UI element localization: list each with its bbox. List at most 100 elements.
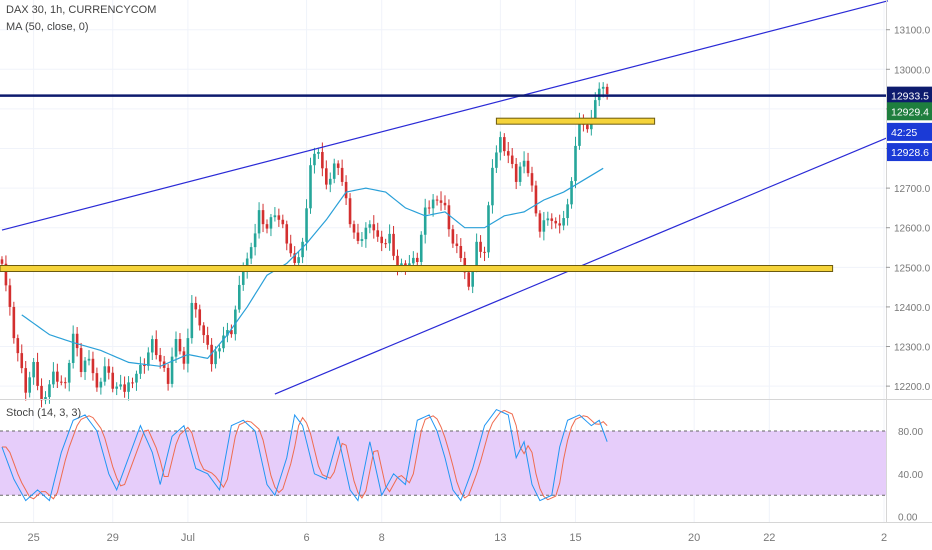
candle-body — [182, 351, 186, 364]
candle-body — [364, 227, 368, 240]
candle-body — [127, 382, 130, 392]
time-tick-label: 13 — [494, 532, 506, 544]
candle-body — [8, 285, 12, 307]
candle-body — [348, 198, 352, 225]
candle-body — [4, 263, 8, 286]
candle-body — [234, 309, 237, 335]
time-tick-label: 20 — [688, 532, 700, 544]
candle-body — [273, 215, 277, 218]
candle-body — [253, 233, 257, 248]
candle-body — [554, 220, 558, 224]
candle-body — [499, 137, 502, 153]
price-badge — [887, 86, 932, 105]
candle-body — [574, 145, 577, 182]
candle-body — [245, 258, 249, 270]
candle-body — [455, 243, 459, 247]
candle-body — [419, 234, 423, 263]
candle-body — [226, 330, 229, 336]
candle-body — [344, 181, 348, 199]
candle-body — [174, 338, 178, 357]
price-badge — [887, 143, 932, 162]
channel-upper-line — [1, 0, 889, 231]
candle-body — [601, 86, 605, 89]
candle-body — [459, 246, 463, 259]
time-tick-label: 6 — [303, 532, 309, 544]
candle-body — [150, 339, 154, 353]
candle-body — [107, 366, 111, 373]
candle-body — [431, 199, 435, 209]
stoch-k-line — [1, 408, 608, 502]
candle-body — [119, 384, 122, 387]
candle-body — [336, 163, 340, 168]
candle-body — [135, 373, 138, 383]
candle-body — [170, 356, 174, 384]
candle-body — [384, 243, 387, 245]
candle-body — [285, 224, 289, 244]
candle-body — [277, 215, 281, 220]
candle-body — [281, 219, 285, 225]
candle-body — [321, 151, 324, 169]
time-tick-label: 29 — [107, 532, 119, 544]
candle-body — [372, 224, 376, 231]
candle-body — [143, 365, 146, 367]
candle-body — [131, 382, 134, 384]
candle-body — [570, 181, 573, 205]
candle-body — [24, 368, 28, 393]
candle-body — [222, 335, 225, 349]
candle-body — [16, 338, 20, 354]
candle-body — [56, 371, 59, 382]
candle-body — [261, 210, 265, 225]
candle-body — [123, 384, 126, 392]
candle-body — [103, 366, 107, 382]
price-tick-label: 13100.0 — [894, 26, 931, 37]
candle-body — [305, 208, 308, 242]
candle-body — [352, 224, 356, 233]
price-badge-label: 42:25 — [891, 127, 917, 139]
candle-body — [75, 333, 79, 349]
candle-body — [20, 353, 24, 369]
candle-body — [36, 361, 39, 386]
candle-body — [506, 151, 510, 156]
price-badge-label: 12928.6 — [891, 147, 929, 159]
time-tick-label: 2 — [881, 532, 887, 544]
candle-body — [514, 163, 518, 182]
ma-line — [21, 167, 604, 367]
candle-body — [439, 200, 443, 203]
candle-body — [368, 224, 372, 228]
candle-body — [396, 255, 399, 269]
candle-body — [443, 202, 447, 206]
price-tick-label: 13000.0 — [894, 65, 931, 76]
candle-body — [510, 155, 514, 164]
ma-legend: MA (50, close, 0) — [6, 21, 89, 33]
candle-body — [518, 166, 522, 182]
candle-body — [95, 373, 99, 388]
price-badge-label: 12929.4 — [891, 106, 929, 118]
price-badge-label: 12933.5 — [891, 91, 929, 103]
candle-body — [376, 230, 380, 237]
candle-body — [412, 257, 415, 264]
candle-body — [317, 151, 320, 154]
candle-body — [313, 153, 316, 166]
ma-title: MA (50, close, 0) — [6, 21, 89, 33]
candle-body — [115, 386, 118, 389]
candle-body — [87, 358, 91, 361]
candle-body — [186, 338, 190, 364]
candle-body — [99, 381, 103, 388]
stoch-title: Stoch (14, 3, 3) — [6, 407, 82, 419]
stoch-legend: Stoch (14, 3, 3) — [6, 407, 81, 419]
candle-body — [309, 165, 312, 209]
price-tick-label: 12300.0 — [894, 343, 931, 354]
candle-body — [487, 205, 490, 253]
stoch-tick-label: 40.00 — [898, 470, 923, 481]
time-tick-label: 8 — [379, 532, 385, 544]
candle-body — [206, 335, 209, 345]
candle-body — [198, 309, 202, 326]
candle-body — [265, 224, 269, 229]
candle-body — [495, 152, 498, 168]
candle-body — [558, 223, 561, 226]
candle-body — [297, 257, 300, 263]
candle-body — [605, 86, 609, 95]
candle-body — [139, 365, 142, 374]
candle-body — [166, 367, 170, 384]
